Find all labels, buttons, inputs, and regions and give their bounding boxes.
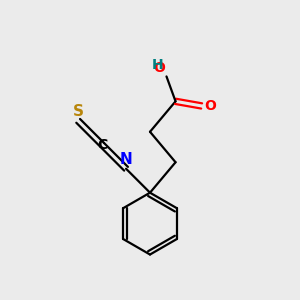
Text: N: N: [120, 152, 132, 167]
Text: O: O: [153, 61, 165, 75]
Text: H: H: [152, 58, 164, 72]
Text: S: S: [73, 104, 84, 119]
Text: C: C: [97, 138, 107, 152]
Text: O: O: [204, 99, 216, 113]
